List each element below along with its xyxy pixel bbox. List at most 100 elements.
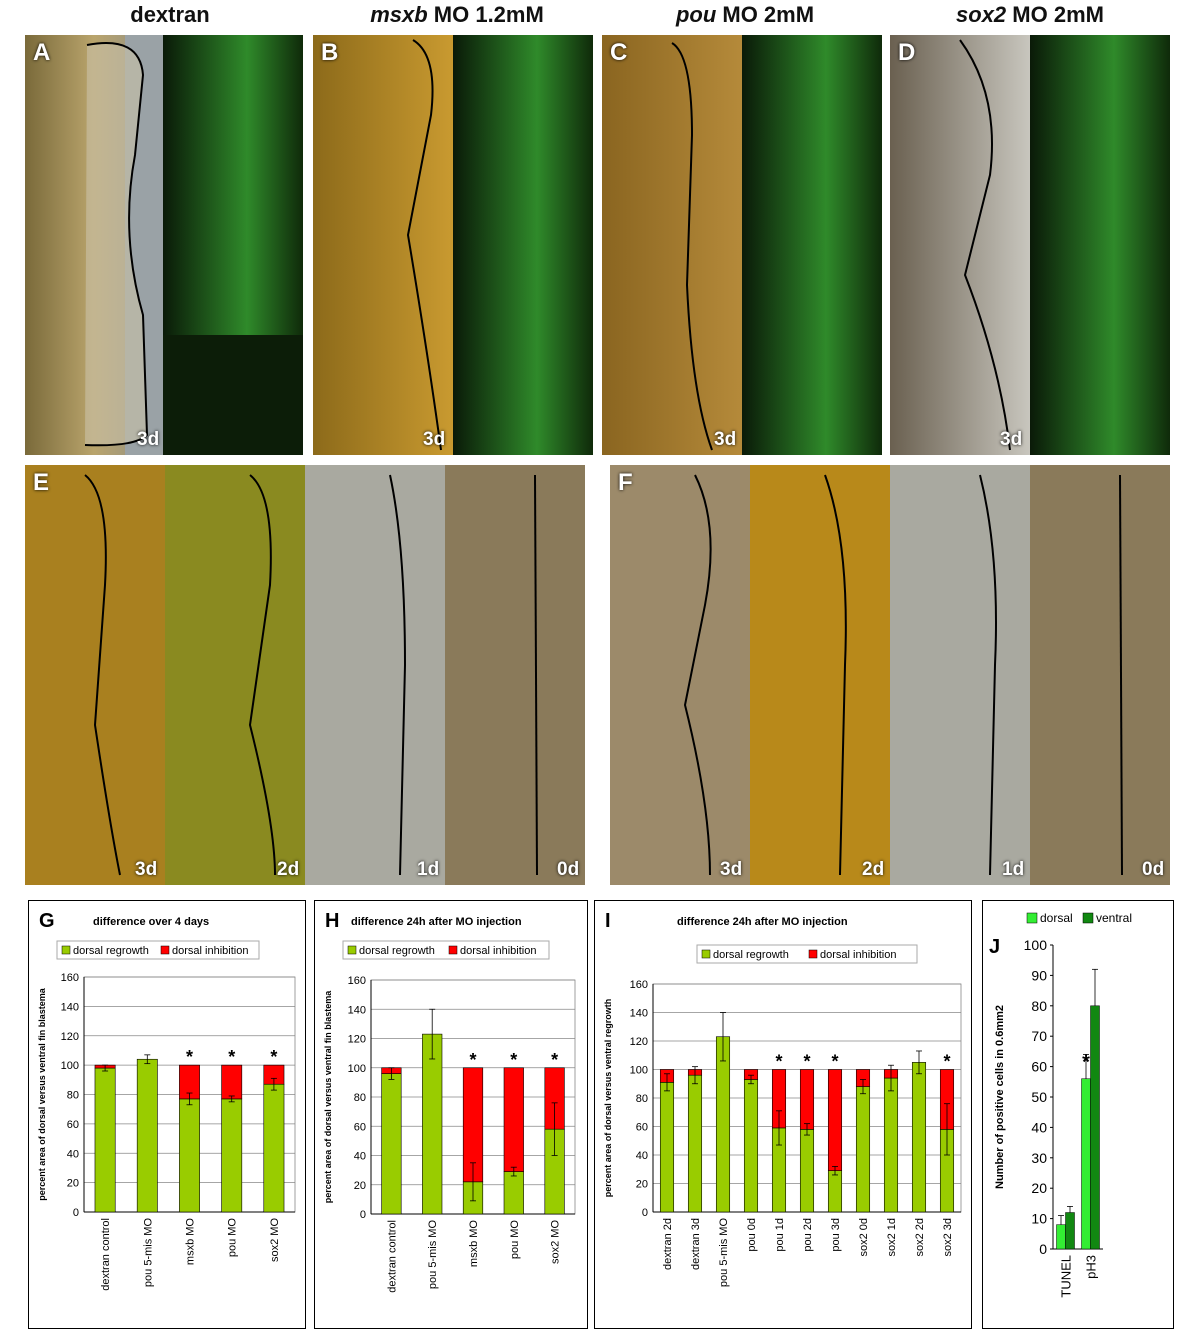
chart-i-tick-label: 40 — [636, 1150, 648, 1162]
chart-h-category-label: pou MO — [509, 1220, 521, 1260]
chart-g-category-label: pou MO — [227, 1218, 239, 1258]
chart-g-legend-inhibition: dorsal inhibition — [172, 945, 248, 957]
column-title-pou: pou MO 2mM — [675, 2, 815, 27]
day-label: 1d — [417, 859, 440, 880]
panel-b: B 3d — [313, 35, 593, 455]
chart-i-ylabel: percent area of dorsal versus ventral re… — [603, 999, 613, 1198]
chart-i-category-label: sox2 1d — [886, 1218, 898, 1257]
day-label: 3d — [714, 429, 737, 450]
chart-i-tick-label: 140 — [630, 1008, 648, 1020]
chart-i-category-label: pou 2d — [802, 1218, 814, 1252]
day-label: 3d — [423, 429, 446, 450]
day-label: 2d — [277, 859, 300, 880]
chart-i-tick-label: 100 — [630, 1065, 648, 1077]
chart-i-significance-star: * — [943, 1052, 950, 1072]
chart-h-tick-label: 40 — [354, 1151, 366, 1163]
chart-g-significance-star: * — [228, 1047, 235, 1067]
panel-letter: D — [898, 39, 916, 66]
chart-i-bar-regrowth — [743, 1079, 759, 1213]
panel-e: E 3d 2d 1d 0d — [25, 465, 585, 885]
chart-h-tick-label: 80 — [354, 1092, 366, 1104]
day-label: 3d — [137, 429, 160, 450]
fin-image-f — [610, 465, 1170, 885]
fin-image-a — [25, 35, 303, 455]
chart-j-category-label: pH3 — [1084, 1255, 1099, 1279]
chart-j-bar-dorsal — [1056, 1224, 1066, 1250]
chart-i-bar-regrowth — [855, 1086, 871, 1213]
chart-i-tick-label: 60 — [636, 1122, 648, 1134]
chart-h-significance-star: * — [510, 1050, 517, 1070]
chart-g-category-label: msxb MO — [185, 1218, 197, 1266]
chart-h-bar-regrowth — [381, 1073, 402, 1215]
chart-g-legend-regrowth: dorsal regrowth — [73, 945, 149, 957]
chart-h-tick-label: 140 — [348, 1004, 366, 1016]
chart-g-tick-label: 80 — [67, 1090, 79, 1102]
chart-g-bar-regrowth — [179, 1098, 200, 1213]
chart-g-legend-box — [56, 940, 260, 960]
chart-j-bar-ventral — [1065, 1212, 1075, 1250]
chart-j-ylabel: Number of positive cells in 0.6mm2 — [994, 1005, 1006, 1189]
chart-h-tick-label: 100 — [348, 1063, 366, 1075]
chart-i-significance-star: * — [831, 1052, 838, 1072]
chart-i-category-label: sox2 2d — [914, 1218, 926, 1257]
day-label: 3d — [1000, 429, 1023, 450]
column-title-dextran: dextran — [130, 2, 210, 27]
chart-g-significance-star: * — [270, 1047, 277, 1067]
chart-i-category-label: pou 3d — [830, 1218, 842, 1252]
panel-letter: C — [610, 39, 628, 66]
chart-g-bar-regrowth — [94, 1067, 116, 1213]
chart-g-legend-swatch-inhibition — [160, 945, 170, 955]
chart-h-legend-box — [342, 940, 550, 960]
chart-i-category-label: pou 5-mis MO — [718, 1218, 730, 1288]
chart-i-bar-regrowth — [659, 1082, 675, 1213]
chart-h-bar-regrowth — [503, 1171, 524, 1215]
chart-i-legend-inhibition: dorsal inhibition — [820, 949, 896, 961]
chart-j-tick-label: 30 — [1031, 1150, 1047, 1166]
chart-h-category-label: msxb MO — [468, 1220, 480, 1268]
day-label: 3d — [135, 859, 158, 880]
chart-i-legend-swatch-regrowth — [701, 949, 711, 959]
chart-g-bar-regrowth — [263, 1083, 285, 1213]
chart-g-bar-regrowth — [136, 1058, 158, 1213]
day-label: 0d — [557, 859, 580, 880]
chart-g-category-label: dextran control — [100, 1218, 112, 1291]
chart-h-tick-label: 160 — [348, 975, 366, 987]
chart-i-tick-label: 120 — [630, 1036, 648, 1048]
chart-j-tick-label: 50 — [1031, 1089, 1047, 1105]
chart-i-bar-regrowth — [799, 1129, 815, 1213]
chart-h-category-label: pou 5-mis MO — [427, 1220, 439, 1290]
chart-i-tick-label: 0 — [642, 1207, 648, 1219]
chart-g-tick-label: 0 — [73, 1207, 79, 1219]
chart-i-significance-star: * — [803, 1052, 810, 1072]
fin-image-b — [313, 35, 593, 455]
chart-h-category-label: dextran control — [386, 1220, 398, 1293]
chart-i-category-label: sox2 3d — [942, 1218, 954, 1257]
panel-c: C 3d — [602, 35, 882, 455]
chart-j-bar-dorsal — [1081, 1078, 1091, 1250]
chart-h-tick-label: 20 — [354, 1180, 366, 1192]
chart-j-legend-dorsal: dorsal — [1040, 911, 1073, 925]
chart-h-ylabel: percent area of dorsal versus ventral fi… — [323, 990, 333, 1204]
panel-letter: A — [33, 39, 51, 66]
chart-h-legend-regrowth: dorsal regrowth — [359, 945, 435, 957]
chart-i-bar-regrowth — [687, 1074, 703, 1213]
chart-i-category-label: dextran 2d — [662, 1218, 674, 1270]
chart-i-bar-inhibition — [827, 1069, 843, 1171]
chart-i-tick-label: 20 — [636, 1179, 648, 1191]
chart-h-significance-star: * — [551, 1050, 558, 1070]
chart-i-legend-regrowth: dorsal regrowth — [713, 949, 789, 961]
panel-d: D 3d — [890, 35, 1170, 455]
chart-j-tick-label: 90 — [1031, 967, 1047, 983]
chart-j-bar-ventral — [1090, 1005, 1100, 1250]
chart-g-legend-swatch-regrowth — [61, 945, 71, 955]
chart-g-tick-label: 40 — [67, 1148, 79, 1160]
chart-i-legend-swatch-inhibition — [808, 949, 818, 959]
chart-g-ylabel: percent area of dorsal versus ventral fi… — [37, 987, 47, 1201]
chart-j-tick-label: 40 — [1031, 1119, 1047, 1135]
